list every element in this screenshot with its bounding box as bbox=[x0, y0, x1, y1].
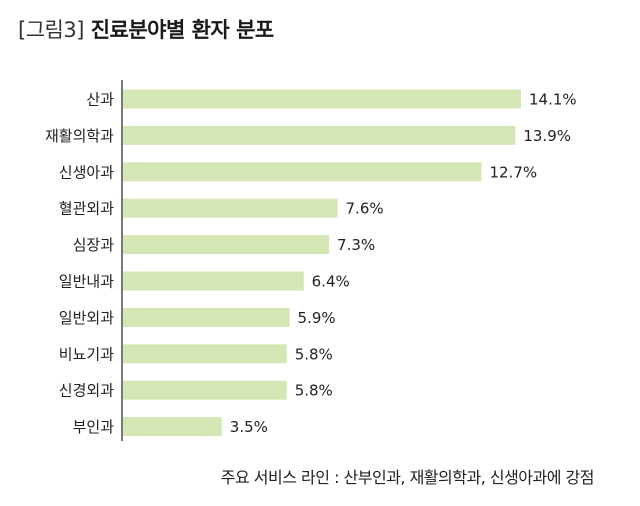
data-label: 7.6% bbox=[346, 200, 384, 218]
bar-9 bbox=[123, 380, 287, 400]
category-label: 재활의학과 bbox=[45, 127, 114, 145]
category-label: 심장과 bbox=[73, 236, 115, 254]
data-label: 14.1% bbox=[529, 91, 577, 109]
data-label: 13.9% bbox=[523, 127, 571, 145]
chart-title-text: 진료분야별 환자 분포 bbox=[90, 18, 275, 42]
category-label: 혈관외과 bbox=[59, 200, 114, 218]
bars-group bbox=[123, 89, 521, 437]
data-label: 5.8% bbox=[295, 382, 333, 400]
category-label: 비뇨기과 bbox=[59, 345, 114, 363]
bar-2 bbox=[123, 125, 516, 145]
category-label: 신생아과 bbox=[59, 163, 114, 181]
chart-title: [그림3] 진료분야별 환자 분포 bbox=[18, 14, 274, 44]
data-label: 12.7% bbox=[489, 163, 537, 181]
bar-10 bbox=[123, 417, 222, 437]
footnote: 주요 서비스 라인 : 산부인과, 재활의학과, 신생아과에 강점 bbox=[220, 468, 595, 487]
bar-7 bbox=[123, 307, 290, 327]
category-label: 일반내과 bbox=[59, 273, 114, 291]
bar-1 bbox=[123, 89, 521, 109]
data-labels-group: 14.1% 13.9% 12.7% 7.6% 7.3% 6.4% 5.9% 5.8% 5.8% 3… bbox=[230, 91, 577, 437]
figure-tag: [그림3] bbox=[18, 18, 84, 42]
data-label: 6.4% bbox=[312, 273, 350, 291]
category-label: 산과 bbox=[86, 91, 114, 109]
bar-5 bbox=[123, 235, 330, 255]
bar-6 bbox=[123, 271, 304, 291]
data-label: 7.3% bbox=[337, 236, 375, 254]
bar-4 bbox=[123, 198, 338, 218]
data-label: 5.9% bbox=[298, 309, 336, 327]
category-label: 신경외과 bbox=[59, 382, 114, 400]
category-label: 일반외과 bbox=[59, 309, 114, 327]
data-label: 3.5% bbox=[230, 418, 268, 436]
category-label: 부인과 bbox=[73, 418, 115, 436]
data-label: 5.8% bbox=[295, 345, 333, 363]
bar-8 bbox=[123, 344, 287, 364]
bar-3 bbox=[123, 162, 482, 182]
